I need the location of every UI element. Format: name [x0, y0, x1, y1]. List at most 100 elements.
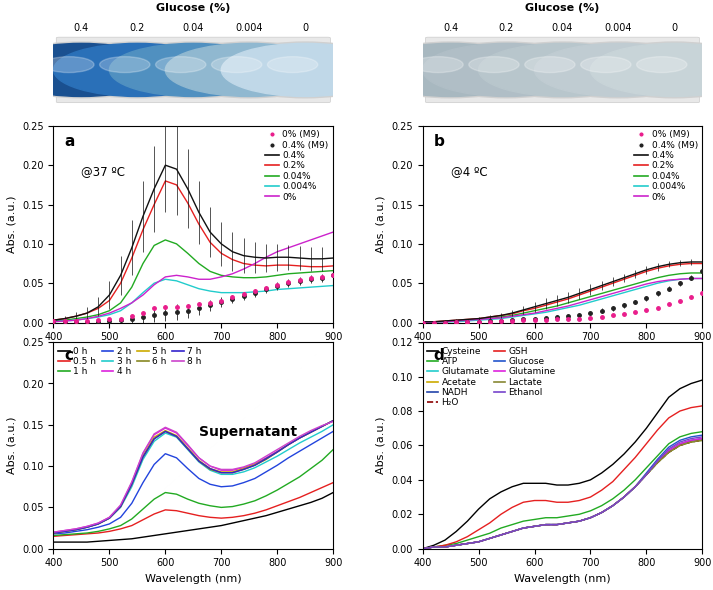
Circle shape [109, 44, 277, 97]
6 h [128, 481, 136, 488]
3 h [49, 529, 58, 536]
3 h [83, 524, 91, 531]
0 h [173, 529, 181, 536]
5 h [195, 457, 203, 464]
1 h [61, 531, 69, 538]
Circle shape [106, 42, 282, 98]
1 h [206, 502, 215, 509]
0.5 h [105, 528, 113, 535]
7 h [307, 429, 315, 436]
1 h [273, 487, 282, 494]
8 h [61, 527, 69, 534]
Text: 0.004: 0.004 [605, 23, 632, 32]
0 h [61, 539, 69, 546]
1 h [318, 457, 327, 464]
Circle shape [530, 42, 707, 98]
0.5 h [195, 512, 203, 519]
2 h [329, 428, 337, 435]
4 h [173, 430, 181, 437]
0 h [71, 539, 80, 546]
0 h [105, 537, 113, 544]
7 h [240, 466, 248, 473]
Y-axis label: Abs. (a.u.): Abs. (a.u.) [6, 417, 16, 474]
1 h [183, 496, 192, 503]
0.5 h [94, 529, 103, 536]
1 h [228, 503, 237, 510]
Legend: 0% (M9), 0.4% (M9), 0.4%, 0.2%, 0.04%, 0.004%, 0%: 0% (M9), 0.4% (M9), 0.4%, 0.2%, 0.04%, 0… [265, 130, 329, 202]
1 h [217, 504, 225, 511]
6 h [116, 503, 125, 510]
1 h [195, 500, 203, 507]
2 h [83, 526, 91, 533]
4 h [329, 417, 337, 424]
Text: 0.4: 0.4 [74, 23, 89, 32]
FancyBboxPatch shape [426, 37, 699, 103]
4 h [105, 514, 113, 521]
0 h [273, 509, 282, 516]
0.5 h [240, 512, 248, 519]
0 h [217, 522, 225, 529]
Y-axis label: Abs. (a.u.): Abs. (a.u.) [376, 195, 386, 253]
0.5 h [329, 479, 337, 486]
Circle shape [586, 42, 713, 98]
Legend: 0% (M9), 0.4% (M9), 0.4%, 0.2%, 0.04%, 0.004%, 0%: 0% (M9), 0.4% (M9), 0.4%, 0.2%, 0.04%, 0… [635, 130, 698, 202]
2 h [307, 441, 315, 448]
7 h [105, 514, 113, 522]
7 h [250, 462, 259, 469]
2 h [128, 500, 136, 507]
3 h [105, 514, 113, 522]
8 h [273, 446, 282, 453]
Text: @37 ºC: @37 ºC [81, 165, 125, 178]
6 h [250, 462, 259, 469]
Line: 5 h: 5 h [53, 421, 333, 533]
5 h [217, 468, 225, 476]
2 h [161, 450, 170, 457]
2 h [273, 462, 282, 469]
7 h [329, 417, 337, 424]
Circle shape [419, 42, 595, 98]
7 h [228, 469, 237, 476]
5 h [295, 434, 304, 441]
3 h [318, 428, 327, 435]
3 h [307, 434, 315, 441]
1 h [94, 528, 103, 535]
1 h [116, 522, 125, 529]
1 h [284, 480, 292, 487]
0 h [318, 495, 327, 502]
Text: Supernatant: Supernatant [199, 425, 297, 439]
0 h [195, 525, 203, 532]
2 h [105, 520, 113, 527]
5 h [94, 520, 103, 527]
3 h [240, 468, 248, 476]
4 h [217, 467, 225, 474]
Text: 0.4: 0.4 [443, 23, 458, 32]
6 h [295, 434, 304, 441]
2 h [262, 468, 270, 476]
5 h [318, 423, 327, 430]
8 h [318, 422, 327, 429]
2 h [206, 481, 215, 488]
Line: 7 h: 7 h [53, 421, 333, 533]
3 h [128, 483, 136, 490]
2 h [295, 448, 304, 455]
0.5 h [128, 522, 136, 529]
6 h [307, 429, 315, 436]
0.5 h [161, 506, 170, 513]
6 h [195, 458, 203, 465]
5 h [183, 444, 192, 451]
4 h [206, 463, 215, 470]
7 h [71, 526, 80, 533]
Circle shape [590, 44, 713, 97]
X-axis label: Wavelength (nm): Wavelength (nm) [145, 574, 242, 584]
0.5 h [173, 507, 181, 514]
7 h [83, 524, 91, 531]
Legend: 0 h, 0.5 h, 1 h, 2 h, 3 h, 4 h, 5 h, 6 h, 7 h, 8 h: 0 h, 0.5 h, 1 h, 2 h, 3 h, 4 h, 5 h, 6 h… [58, 347, 202, 376]
6 h [83, 524, 91, 531]
3 h [161, 430, 170, 437]
7 h [183, 445, 192, 453]
Circle shape [413, 57, 463, 73]
6 h [161, 428, 170, 435]
Circle shape [478, 44, 647, 97]
Text: c: c [65, 348, 73, 363]
0.5 h [150, 510, 158, 517]
